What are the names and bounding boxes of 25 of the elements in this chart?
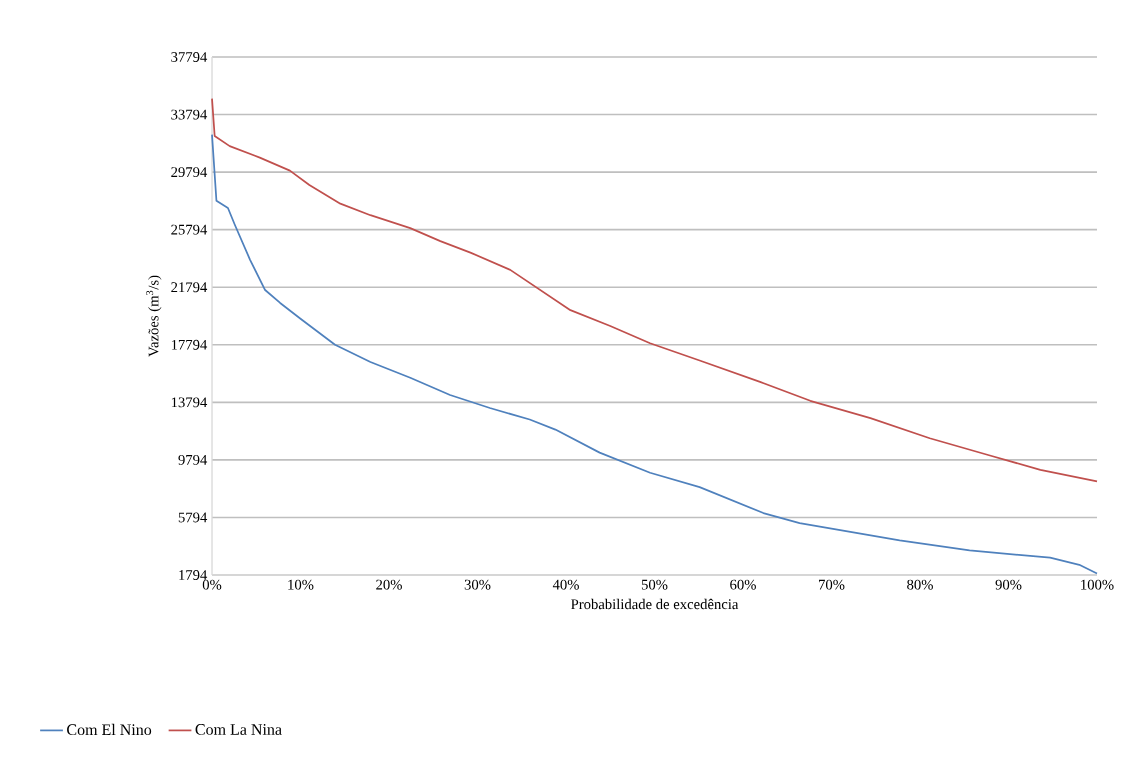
- y-tick-label: 13794: [171, 397, 208, 408]
- y-tick-label: 21794: [171, 282, 208, 293]
- x-tick-label: 90%: [995, 579, 1022, 590]
- legend-label: Com El Nino: [67, 723, 152, 736]
- x-axis-title: Probabilidade de excedência: [571, 598, 739, 610]
- x-tick-label: 60%: [730, 579, 756, 590]
- x-tick-label: 50%: [641, 579, 668, 590]
- x-tick-label: 70%: [819, 579, 845, 590]
- y-tick-label: 29794: [171, 167, 208, 178]
- legend-label: Com La Nina: [195, 724, 282, 735]
- x-tick-label: 10%: [288, 579, 314, 590]
- y-tick-label: 9794: [178, 454, 208, 465]
- y-tick-label: 33794: [171, 109, 208, 120]
- x-tick-label: 30%: [464, 579, 491, 590]
- x-tick-label: 40%: [552, 579, 579, 590]
- y-tick-label: 17794: [171, 339, 208, 350]
- x-tick-label: 100%: [1081, 579, 1114, 590]
- y-axis-title: Vazões (m$^{3}$/s): [146, 275, 162, 357]
- x-tick-label: 20%: [376, 579, 402, 590]
- y-tick-label: 25794: [171, 224, 208, 235]
- x-tick-label: 0%: [202, 579, 222, 590]
- y-tick-label: 5794: [178, 512, 208, 523]
- y-tick-label: 1794: [179, 570, 208, 580]
- x-tick-label: 80%: [907, 579, 933, 590]
- y-tick-label: 37794: [171, 52, 208, 62]
